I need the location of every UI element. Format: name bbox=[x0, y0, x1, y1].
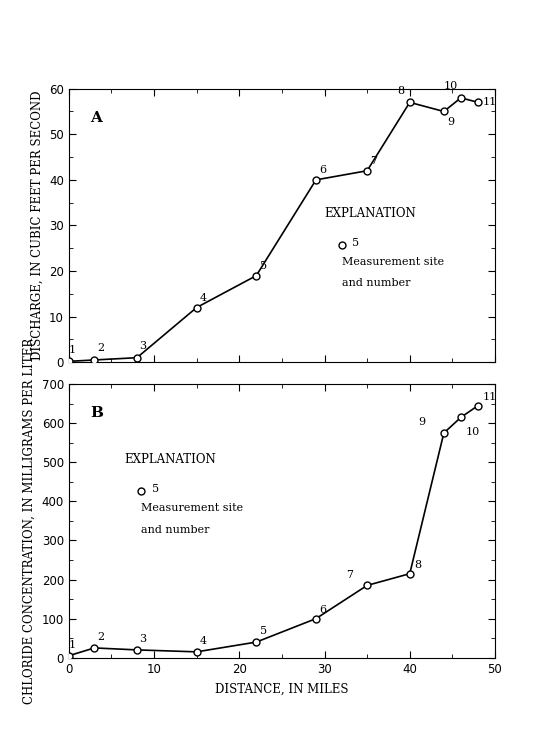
Text: EXPLANATION: EXPLANATION bbox=[324, 207, 416, 220]
Text: 5: 5 bbox=[260, 261, 267, 271]
Text: 10: 10 bbox=[444, 81, 458, 91]
Text: 5: 5 bbox=[352, 238, 359, 248]
Text: 1: 1 bbox=[69, 344, 76, 355]
Text: B: B bbox=[90, 406, 103, 420]
Text: 10: 10 bbox=[465, 427, 480, 437]
Text: 11: 11 bbox=[482, 97, 497, 107]
Text: and number: and number bbox=[141, 525, 210, 534]
Text: 4: 4 bbox=[200, 636, 207, 646]
Text: 5: 5 bbox=[152, 485, 159, 494]
Text: 5: 5 bbox=[260, 626, 267, 636]
Text: 1: 1 bbox=[69, 640, 76, 650]
Y-axis label: CHLORIDE CONCENTRATION, IN MILLIGRAMS PER LITER: CHLORIDE CONCENTRATION, IN MILLIGRAMS PE… bbox=[23, 338, 36, 704]
Text: 11: 11 bbox=[482, 392, 497, 402]
Text: EXPLANATION: EXPLANATION bbox=[124, 453, 216, 466]
Text: and number: and number bbox=[342, 279, 410, 288]
Text: 4: 4 bbox=[200, 293, 207, 303]
Text: 8: 8 bbox=[397, 86, 404, 95]
Text: 2: 2 bbox=[97, 632, 104, 642]
Text: 7: 7 bbox=[346, 570, 353, 579]
Text: 9: 9 bbox=[447, 118, 454, 127]
Text: 6: 6 bbox=[320, 605, 327, 615]
Text: A: A bbox=[90, 111, 102, 125]
Text: Measurement site: Measurement site bbox=[141, 503, 243, 513]
X-axis label: DISTANCE, IN MILES: DISTANCE, IN MILES bbox=[215, 683, 349, 695]
Text: 9: 9 bbox=[419, 417, 425, 427]
Y-axis label: DISCHARGE, IN CUBIC FEET PER SECOND: DISCHARGE, IN CUBIC FEET PER SECOND bbox=[30, 91, 43, 360]
Text: 6: 6 bbox=[320, 166, 327, 175]
Text: 2: 2 bbox=[97, 343, 104, 353]
Text: Measurement site: Measurement site bbox=[342, 256, 444, 267]
Text: 8: 8 bbox=[414, 559, 421, 570]
Text: 3: 3 bbox=[140, 341, 147, 351]
Text: 7: 7 bbox=[371, 156, 377, 166]
Text: 3: 3 bbox=[140, 634, 147, 644]
